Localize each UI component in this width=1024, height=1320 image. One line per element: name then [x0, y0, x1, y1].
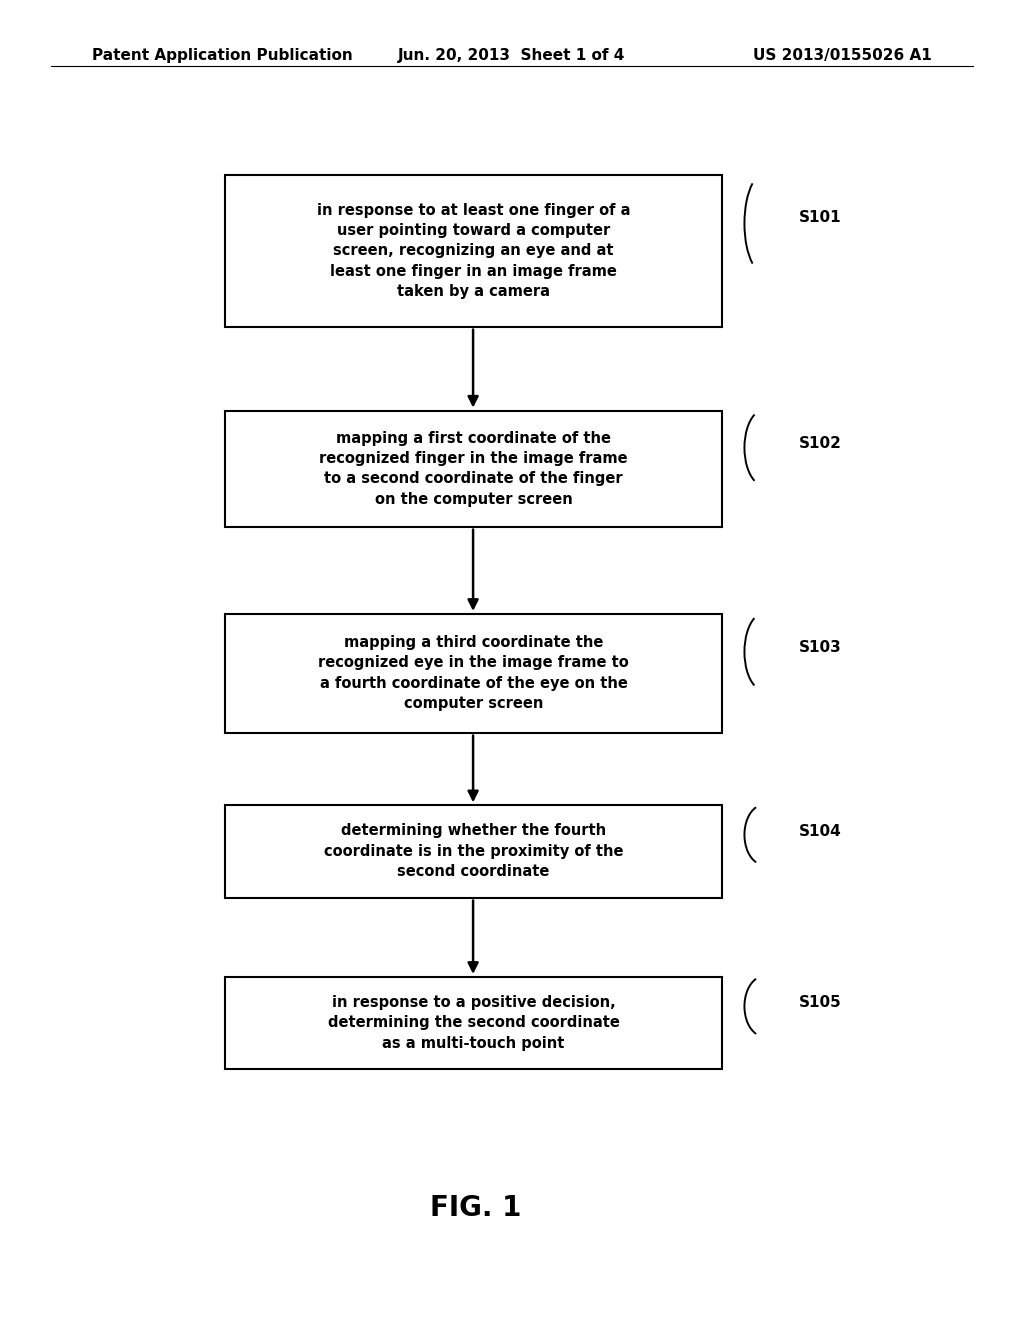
FancyArrowPatch shape	[469, 330, 477, 405]
Text: mapping a first coordinate of the
recognized finger in the image frame
to a seco: mapping a first coordinate of the recogn…	[319, 430, 628, 507]
Bar	[225, 805, 722, 898]
Text: in response to a positive decision,
determining the second coordinate
as a multi: in response to a positive decision, dete…	[328, 995, 620, 1051]
Text: S102: S102	[799, 436, 842, 450]
FancyArrowPatch shape	[469, 900, 477, 972]
Text: Patent Application Publication: Patent Application Publication	[92, 48, 353, 63]
Text: Jun. 20, 2013  Sheet 1 of 4: Jun. 20, 2013 Sheet 1 of 4	[398, 48, 626, 63]
Text: S101: S101	[799, 210, 842, 224]
Text: determining whether the fourth
coordinate is in the proximity of the
second coor: determining whether the fourth coordinat…	[324, 824, 624, 879]
Bar	[225, 174, 722, 326]
Text: in response to at least one finger of a
user pointing toward a computer
screen, : in response to at least one finger of a …	[316, 202, 631, 300]
Text: FIG. 1: FIG. 1	[430, 1193, 522, 1222]
Bar	[225, 614, 722, 733]
Text: S105: S105	[799, 995, 842, 1010]
Bar	[225, 411, 722, 527]
Bar	[225, 977, 722, 1069]
FancyArrowPatch shape	[469, 735, 477, 800]
Text: S104: S104	[799, 824, 842, 838]
Text: S103: S103	[799, 640, 842, 655]
Text: mapping a third coordinate the
recognized eye in the image frame to
a fourth coo: mapping a third coordinate the recognize…	[318, 635, 629, 711]
FancyArrowPatch shape	[469, 529, 477, 609]
Text: US 2013/0155026 A1: US 2013/0155026 A1	[753, 48, 932, 63]
